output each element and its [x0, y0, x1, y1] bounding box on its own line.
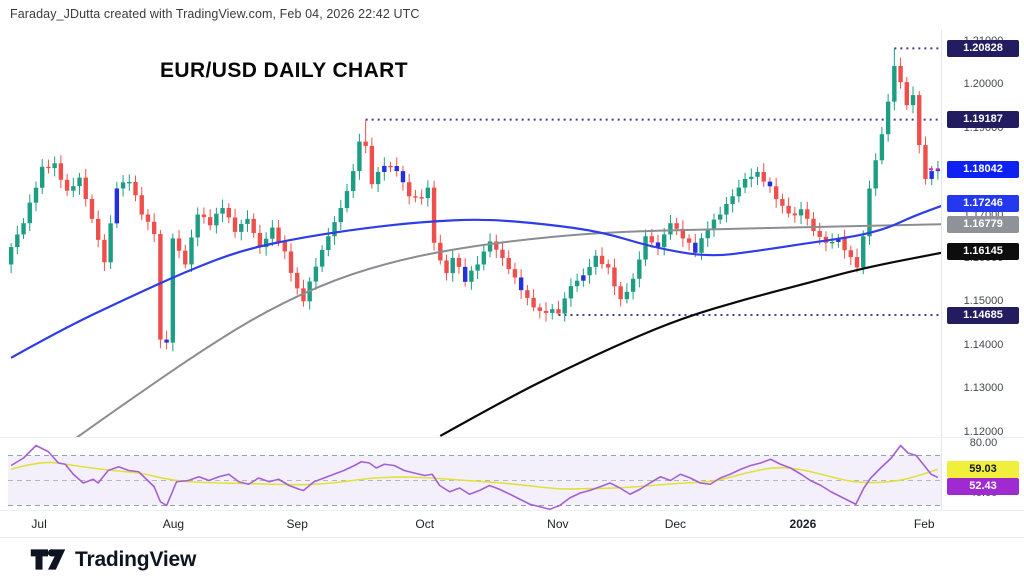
tradingview-logo-icon [30, 549, 66, 570]
rsi-badge-52.43: 52.43 [947, 477, 1019, 495]
panel-divider [0, 437, 1024, 438]
time-label-jul: Jul [31, 517, 47, 531]
time-label-sep: Sep [286, 517, 308, 531]
price-chart-canvas[interactable] [8, 30, 941, 437]
price-badge-1.18042: 1.18042 [947, 160, 1019, 178]
brand-text: TradingView [75, 547, 197, 571]
price-badge-1.17246: 1.17246 [947, 195, 1019, 213]
rsi-tick-80.00: 80.00 [969, 437, 998, 449]
time-label-2026: 2026 [789, 517, 817, 531]
price-badge-1.20828: 1.20828 [947, 39, 1019, 57]
time-label-feb: Feb [913, 517, 935, 531]
price-badge-1.16145: 1.16145 [947, 243, 1019, 261]
price-tick-1.13000: 1.13000 [963, 382, 1004, 395]
rsi-badge-59.03: 59.03 [947, 460, 1019, 478]
price-badge-1.16779: 1.16779 [947, 215, 1019, 233]
attribution-text: Faraday_JDutta created with TradingView.… [10, 7, 420, 21]
price-axis[interactable]: 1.210001.200001.190001.180001.170001.160… [941, 30, 1024, 510]
footer-brand: TradingView [30, 546, 196, 573]
rsi-indicator-canvas[interactable] [8, 437, 941, 510]
panel-divider [0, 510, 1024, 511]
price-tick-1.12000: 1.12000 [963, 425, 1004, 438]
price-tick-1.20000: 1.20000 [963, 78, 1004, 91]
price-badge-1.19187: 1.19187 [947, 111, 1019, 129]
time-label-dec: Dec [664, 517, 687, 531]
time-label-oct: Oct [415, 517, 435, 531]
time-label-aug: Aug [162, 517, 185, 531]
panel-divider [0, 537, 1024, 538]
time-axis[interactable]: Jul Aug Sep Oct Nov Dec 2026 Feb [0, 510, 1024, 538]
price-tick-1.15000: 1.15000 [963, 295, 1004, 308]
time-label-nov: Nov [547, 517, 569, 531]
price-tick-1.14000: 1.14000 [963, 338, 1004, 351]
price-badge-1.14685: 1.14685 [947, 306, 1019, 324]
